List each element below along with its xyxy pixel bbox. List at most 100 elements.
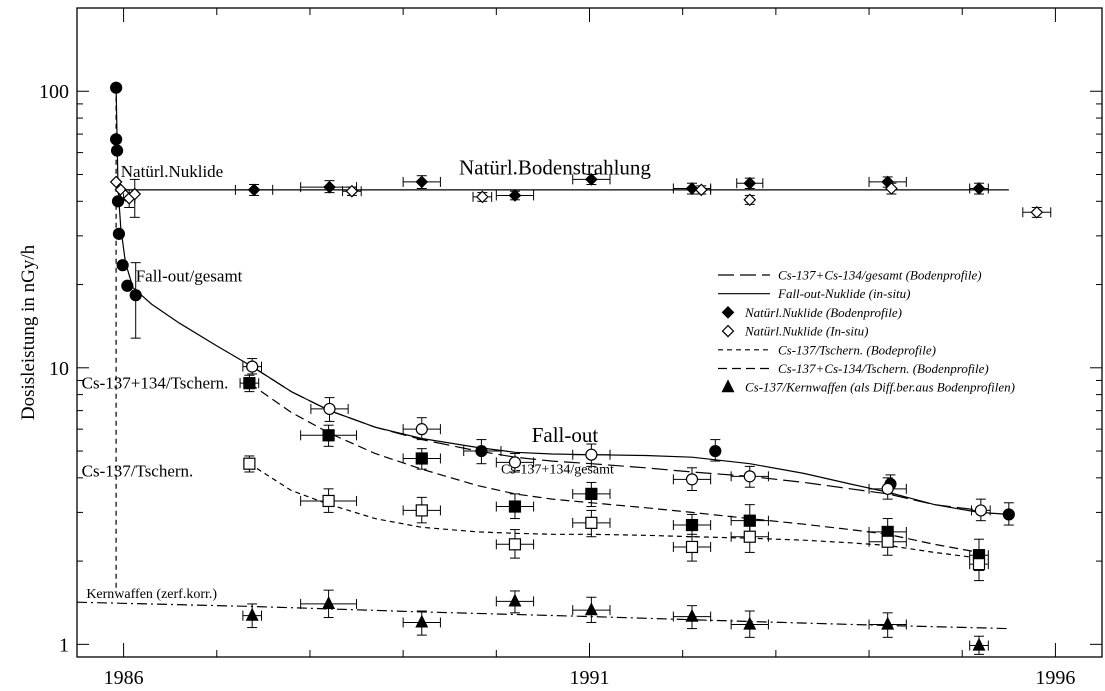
data-point-natural_insitu [472, 190, 493, 204]
marker-triangle_filled [881, 616, 895, 630]
marker-triangle_filled [584, 602, 598, 616]
data-point-cs_chern_points [572, 481, 611, 508]
data-point-cs_chern_points [239, 374, 260, 393]
legend-label: Cs-137/Tschern. (Bodeprofile) [778, 342, 936, 357]
legend-label: Cs-137/Kernwaffen (als Diff.ber.aus Bode… [745, 380, 1015, 395]
chart-texts: Natürl.Bodenstrahlung Natürl.Nuklide Fall-… [82, 155, 652, 602]
marker-square_filled [415, 452, 428, 465]
data-point-natural_insitu [691, 183, 712, 197]
marker-diamond_open [885, 182, 898, 195]
y-tick-label: 100 [39, 81, 69, 103]
marker-square_open [972, 558, 986, 571]
data-point-fallout_open [572, 443, 611, 467]
legend-label: Cs-137+Cs-134/Tschern. (Bodenprofile) [778, 361, 989, 376]
annotation: Natürl.Nuklide [121, 162, 223, 181]
data-point-natural_insitu [128, 178, 142, 218]
marker-circle_filled [1002, 508, 1015, 521]
marker-square_open [585, 516, 598, 529]
data-point-weapons [242, 603, 262, 629]
marker-circle_filled [129, 289, 142, 302]
marker-diamond_filled [247, 183, 261, 197]
marker-square_open [322, 494, 335, 508]
plot-border [76, 7, 1103, 658]
data-point-fallout_insitu [116, 259, 129, 272]
legend-entry: Natürl.Nuklide (Bodenprofile) [721, 305, 902, 320]
data-point-fallout_open [672, 467, 712, 492]
marker-circle_open [415, 423, 428, 436]
data-point-fallout_insitu [463, 439, 502, 465]
marker-square_open [743, 530, 756, 543]
data-point-cs137_points [495, 529, 535, 559]
data-point-weapons [672, 605, 712, 630]
marker-diamond_open [694, 183, 708, 197]
data-point-natural_profile [495, 189, 535, 202]
marker-triangle_filled [685, 608, 699, 622]
legend-marker [721, 306, 735, 319]
marker-circle_open [508, 456, 522, 469]
legend-entry: Cs-137+Cs-134/gesamt (Bodenprofile) [718, 268, 982, 283]
data-point-natural_insitu [885, 182, 898, 195]
data-point-cs_chern_points [495, 493, 535, 520]
data-point-weapons [730, 610, 769, 638]
data-point-fallout_insitu [112, 227, 126, 240]
marker-square_open [881, 535, 894, 548]
data-point-fallout_open [242, 358, 262, 375]
marker-circle_filled [110, 81, 123, 94]
marker-triangle_filled [322, 596, 336, 610]
marker-circle_filled [121, 279, 134, 292]
data-point-natural_profile [736, 176, 764, 190]
curve-cs_chern_fit [249, 382, 980, 553]
data-points [109, 81, 1052, 655]
legend-label: Natürl.Nuklide (In-situ) [744, 324, 869, 339]
marker-diamond_open [1030, 205, 1044, 219]
annotation: Fall-out [532, 423, 599, 447]
data-point-natural_insitu [743, 193, 757, 207]
data-point-fallout_open [310, 397, 349, 422]
data-point-natural_insitu [342, 184, 362, 198]
x-tick-label: 1996 [1035, 667, 1075, 689]
data-point-cs137_points [402, 496, 441, 524]
data-point-weapons [402, 610, 441, 636]
y-tick-label: 10 [49, 358, 69, 380]
marker-square_filled [508, 500, 522, 513]
marker-diamond_filled [743, 176, 757, 190]
marker-circle_open [585, 448, 598, 461]
data-point-cs137_points [300, 488, 358, 513]
marker-circle_filled [112, 227, 126, 240]
data-point-natural_insitu [1022, 205, 1052, 219]
data-point-fallout_open [971, 498, 991, 522]
marker-square_filled [685, 518, 699, 532]
marker-diamond_open [743, 193, 757, 207]
data-point-weapons [572, 596, 611, 623]
data-point-natural_profile [402, 175, 441, 189]
legend-label: Fall-out-Nuklide (in-situ) [777, 286, 911, 301]
legend-entry: Fall-out-Nuklide (in-situ) [718, 286, 911, 301]
legend-label: Natürl.Nuklide (Bodenprofile) [744, 305, 902, 320]
annotation: Fall-out/gesamt [136, 267, 243, 286]
marker-square_filled [243, 377, 256, 390]
data-point-fallout_insitu [110, 144, 124, 157]
data-point-weapons [969, 635, 989, 655]
legend-entry: Cs-137/Kernwaffen (als Diff.ber.aus Bode… [721, 379, 1015, 395]
legend-marker [721, 324, 735, 338]
x-tick-label: 1986 [104, 667, 144, 689]
annotation: Cs-137+134/Tschern. [82, 374, 229, 393]
y-tick-label: 1 [59, 634, 69, 656]
marker-diamond_open [109, 175, 123, 189]
data-point-cs137_points [572, 509, 611, 538]
marker-triangle_filled [972, 637, 986, 651]
marker-triangle_filled [415, 614, 429, 628]
data-point-cs_chern_points [672, 513, 712, 538]
data-point-fallout_open [730, 465, 769, 488]
legend-entry: Cs-137/Tschern. (Bodeprofile) [718, 342, 936, 357]
marker-square_filled [322, 429, 335, 442]
marker-square_open [685, 540, 699, 554]
marker-triangle_filled [245, 607, 259, 621]
data-point-fallout_insitu [129, 262, 142, 339]
marker-triangle_filled [743, 616, 757, 630]
legend-label: Cs-137+Cs-134/gesamt (Bodenprofile) [778, 268, 982, 283]
data-point-natural_profile [572, 173, 611, 186]
marker-diamond_filled [972, 182, 986, 195]
annotation: Cs-137+134/gesamt [501, 462, 614, 477]
